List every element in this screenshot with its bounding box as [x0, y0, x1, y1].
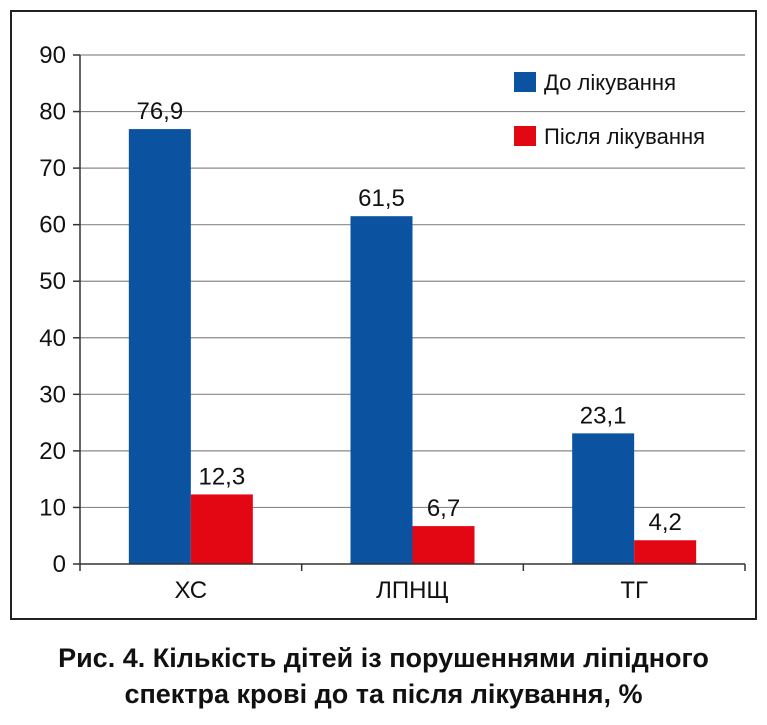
legend: До лікування Після лікування: [514, 70, 705, 149]
bars: [128, 129, 697, 564]
value-labels: 76,9 12,3 61,5 6,7 23,1 4,2: [136, 98, 681, 536]
caption-line-1: Рис. 4. Кількість дітей із порушеннями л…: [58, 643, 709, 673]
y-tick-label: 20: [39, 438, 66, 465]
bar-before-1: [128, 129, 191, 564]
x-tick-label: ХС: [175, 577, 208, 604]
figure-caption: Рис. 4. Кількість дітей із порушеннями л…: [0, 640, 767, 712]
y-tick-label: 10: [39, 494, 66, 521]
bar-before-2: [350, 216, 413, 564]
data-label: 76,9: [136, 98, 183, 125]
bar-after-3: [634, 540, 697, 564]
legend-swatch: [514, 126, 536, 146]
data-label: 6,7: [427, 495, 460, 522]
legend-label: Після лікування: [544, 124, 705, 149]
bar-after-2: [412, 526, 475, 564]
bar-chart: 0 10 20 30 40 50 60 70 80 90 ХС ЛПНЩ ТГ 76,9 12,3 61,5…: [39, 42, 746, 604]
x-tick-label: ТГ: [620, 577, 648, 604]
data-label: 23,1: [580, 402, 627, 429]
y-tick-label: 40: [39, 325, 66, 352]
x-tick-label: ЛПНЩ: [376, 577, 449, 604]
legend-label: До лікування: [544, 70, 676, 95]
data-label: 12,3: [198, 463, 245, 490]
y-tick-label: 30: [39, 381, 66, 408]
axes: 0 10 20 30 40 50 60 70 80 90 ХС ЛПНЩ ТГ: [39, 42, 746, 604]
legend-swatch: [514, 72, 536, 92]
y-tick-label: 90: [39, 42, 66, 69]
y-tick-label: 80: [39, 99, 66, 126]
bar-after-1: [190, 494, 253, 564]
bar-before-3: [572, 433, 635, 564]
data-label: 4,2: [648, 509, 681, 536]
y-tick-label: 50: [39, 268, 66, 295]
y-tick-label: 0: [53, 551, 66, 578]
y-tick-label: 60: [39, 212, 66, 239]
chart-frame: 0 10 20 30 40 50 60 70 80 90 ХС ЛПНЩ ТГ 76,9 12,3 61,5…: [10, 10, 757, 620]
y-tick-label: 70: [39, 155, 66, 182]
caption-line-2: спектра крові до та після лікування, %: [124, 679, 643, 709]
data-label: 61,5: [358, 185, 405, 212]
